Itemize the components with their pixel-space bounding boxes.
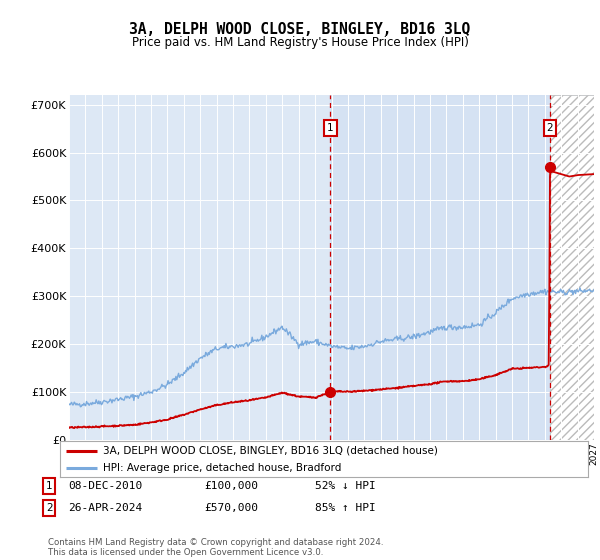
Text: £100,000: £100,000 [204,481,258,491]
Text: 3A, DELPH WOOD CLOSE, BINGLEY, BD16 3LQ (detached house): 3A, DELPH WOOD CLOSE, BINGLEY, BD16 3LQ … [103,446,438,456]
Text: 1: 1 [327,123,334,133]
Text: 2: 2 [547,123,553,133]
Text: £570,000: £570,000 [204,503,258,513]
Text: 2: 2 [46,503,53,513]
Text: 3A, DELPH WOOD CLOSE, BINGLEY, BD16 3LQ: 3A, DELPH WOOD CLOSE, BINGLEY, BD16 3LQ [130,22,470,38]
Text: 1: 1 [46,481,53,491]
Text: Price paid vs. HM Land Registry's House Price Index (HPI): Price paid vs. HM Land Registry's House … [131,36,469,49]
Text: 08-DEC-2010: 08-DEC-2010 [68,481,142,491]
Text: 52% ↓ HPI: 52% ↓ HPI [314,481,376,491]
Text: 85% ↑ HPI: 85% ↑ HPI [314,503,376,513]
Text: Contains HM Land Registry data © Crown copyright and database right 2024.
This d: Contains HM Land Registry data © Crown c… [48,538,383,557]
Text: 26-APR-2024: 26-APR-2024 [68,503,142,513]
Bar [550,95,594,440]
Text: HPI: Average price, detached house, Bradford: HPI: Average price, detached house, Brad… [103,463,341,473]
Bar [330,95,550,440]
